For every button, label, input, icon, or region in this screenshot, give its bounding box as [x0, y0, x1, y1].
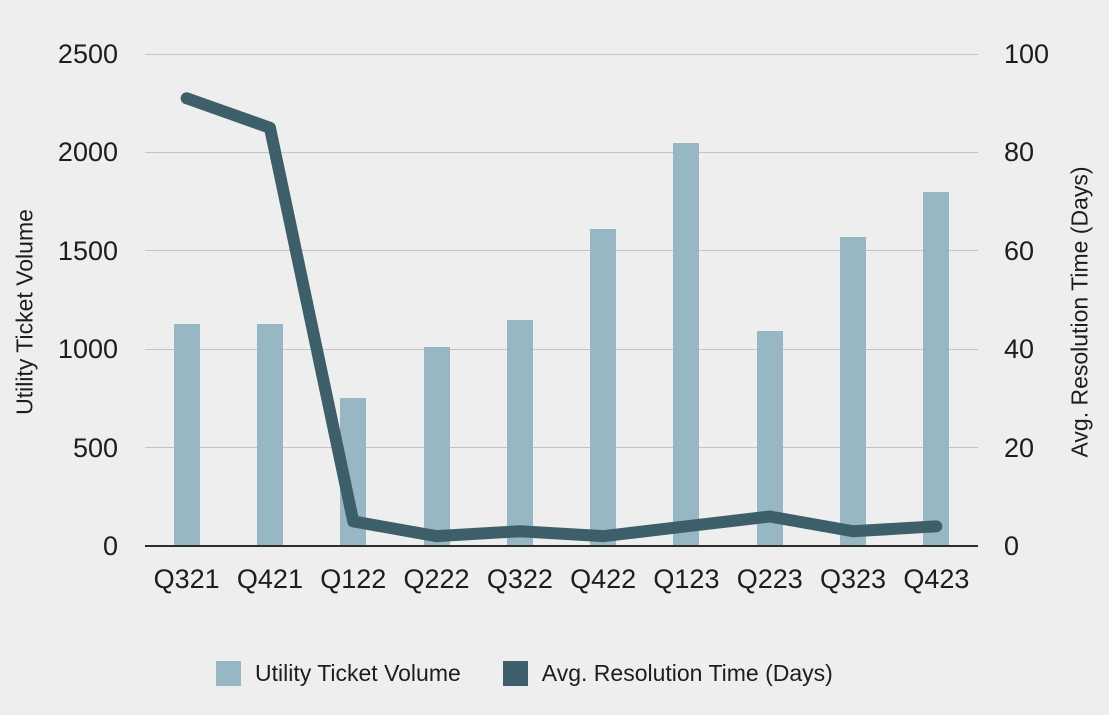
x-axis-line: [145, 545, 978, 547]
legend-label: Utility Ticket Volume: [255, 660, 461, 686]
right-axis-tick: 60: [1004, 235, 1035, 266]
bar-q223: [756, 331, 783, 545]
left-axis-tick: 0: [102, 531, 118, 561]
x-axis-label-q421: Q421: [236, 564, 303, 594]
x-axis-label-q222: Q222: [403, 564, 470, 594]
x-axis-label-q323: Q323: [820, 564, 887, 594]
x-axis-label-q423: Q423: [903, 564, 970, 594]
x-axis-label-q422: Q422: [570, 564, 637, 594]
gridline: [145, 250, 978, 252]
x-axis-label-q123: Q123: [653, 564, 720, 594]
right-axis-tick: 20: [1004, 432, 1035, 463]
legend-item: Utility Ticket Volume: [216, 660, 461, 687]
resolution-time-line: [180, 92, 943, 543]
gridline: [145, 447, 978, 449]
bar-q123: [673, 142, 700, 545]
bar-q222: [423, 347, 450, 545]
legend: Utility Ticket Volume Avg. Resolution Tim…: [216, 660, 833, 687]
x-axis-label-q322: Q322: [486, 564, 553, 594]
bar-q422: [590, 229, 617, 545]
right-axis-title: Avg. Resolution Time (Days): [1066, 166, 1093, 458]
x-axis-label-q122: Q122: [320, 564, 387, 594]
right-axis-tick: 0: [1004, 531, 1020, 561]
bar-q323: [840, 237, 867, 545]
right-axis-tick: 100: [1004, 39, 1050, 69]
legend-swatch-icon: [502, 661, 528, 686]
right-axis-tick: 80: [1004, 137, 1035, 168]
gridline: [145, 348, 978, 350]
left-axis-tick: 1000: [57, 334, 118, 365]
bar-q421: [256, 323, 283, 545]
bar-q322: [506, 319, 533, 545]
gridline: [145, 53, 978, 55]
left-axis-tick: 2000: [57, 137, 118, 168]
left-axis-tick: 2500: [57, 39, 118, 69]
left-axis-tick: 1500: [57, 235, 118, 266]
left-axis-tick: 500: [72, 432, 118, 463]
right-axis-tick: 40: [1004, 334, 1035, 365]
x-axis-label-q321: Q321: [153, 564, 220, 594]
bar-q321: [173, 323, 200, 545]
gridline: [145, 151, 978, 153]
x-axis-label-q223: Q223: [736, 564, 803, 594]
legend-label: Avg. Resolution Time (Days): [541, 660, 833, 686]
legend-swatch-icon: [216, 661, 241, 686]
bar-q423: [923, 191, 950, 545]
legend-item: Avg. Resolution Time (Days): [502, 660, 833, 687]
